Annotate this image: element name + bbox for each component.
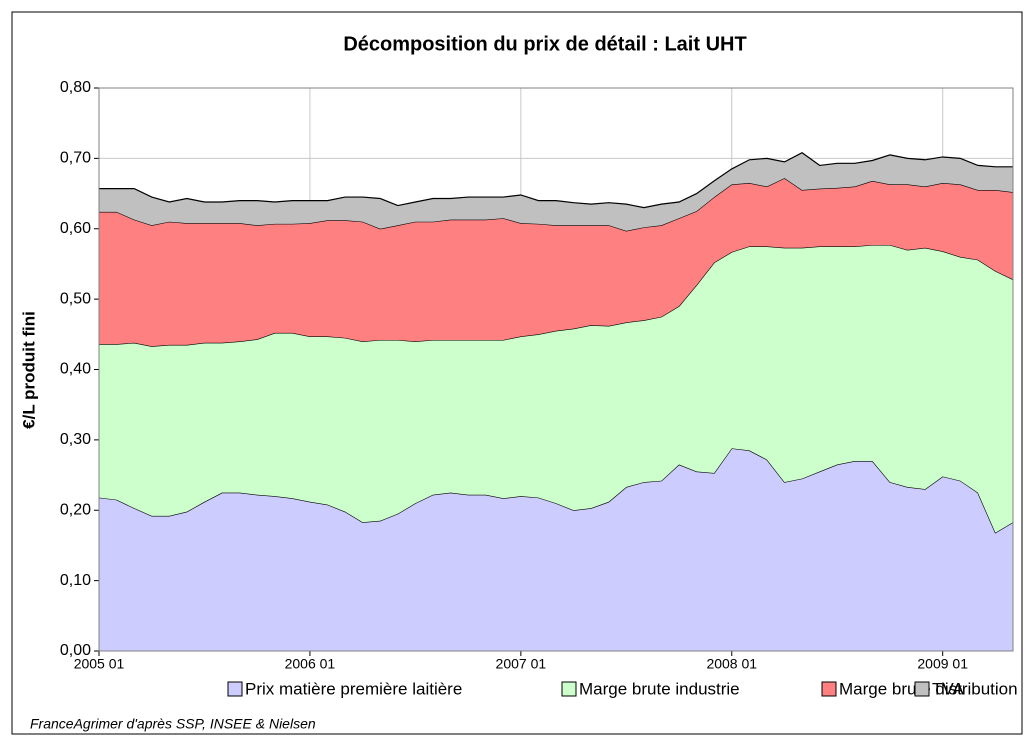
x-tick-label: 2008 01 [706, 656, 757, 672]
source: FranceAgrimer d'après SSP, INSEE & Niels… [30, 716, 316, 732]
y-tick-label: 0,20 [60, 501, 91, 518]
legend-label: TVA [932, 679, 964, 698]
y-tick-label: 0,80 [60, 79, 91, 96]
y-tick-label: 0,10 [60, 572, 91, 589]
y-tick-label: 0,30 [60, 431, 91, 448]
area-edge [99, 152, 1013, 209]
y-tick-label: 0,60 [60, 220, 91, 237]
y-tick-label: 0,50 [60, 290, 91, 307]
y-tick-label: 0,70 [60, 150, 91, 167]
legend-swatch [914, 681, 930, 697]
chart-title: Décomposition du prix de détail : Lait U… [343, 33, 746, 55]
x-tick-label: 2007 01 [496, 656, 547, 672]
y-tick-label: 0,00 [60, 642, 91, 659]
legend-label: Marge brute industrie [579, 679, 740, 698]
legend-swatch [227, 681, 243, 697]
area [99, 448, 1013, 651]
area [99, 152, 1013, 231]
area [99, 178, 1013, 347]
legend-label: Prix matière première laitière [245, 679, 462, 698]
y-axis-label: €/L produit fini [19, 311, 38, 429]
plot-border [98, 87, 1014, 652]
area [99, 244, 1013, 533]
x-tick-label: 2005 01 [74, 656, 125, 672]
legend-swatch [821, 681, 837, 697]
x-tick-label: 2009 01 [917, 656, 968, 672]
y-tick-label: 0,40 [60, 361, 91, 378]
x-tick-label: 2006 01 [285, 656, 336, 672]
legend-swatch [561, 681, 577, 697]
